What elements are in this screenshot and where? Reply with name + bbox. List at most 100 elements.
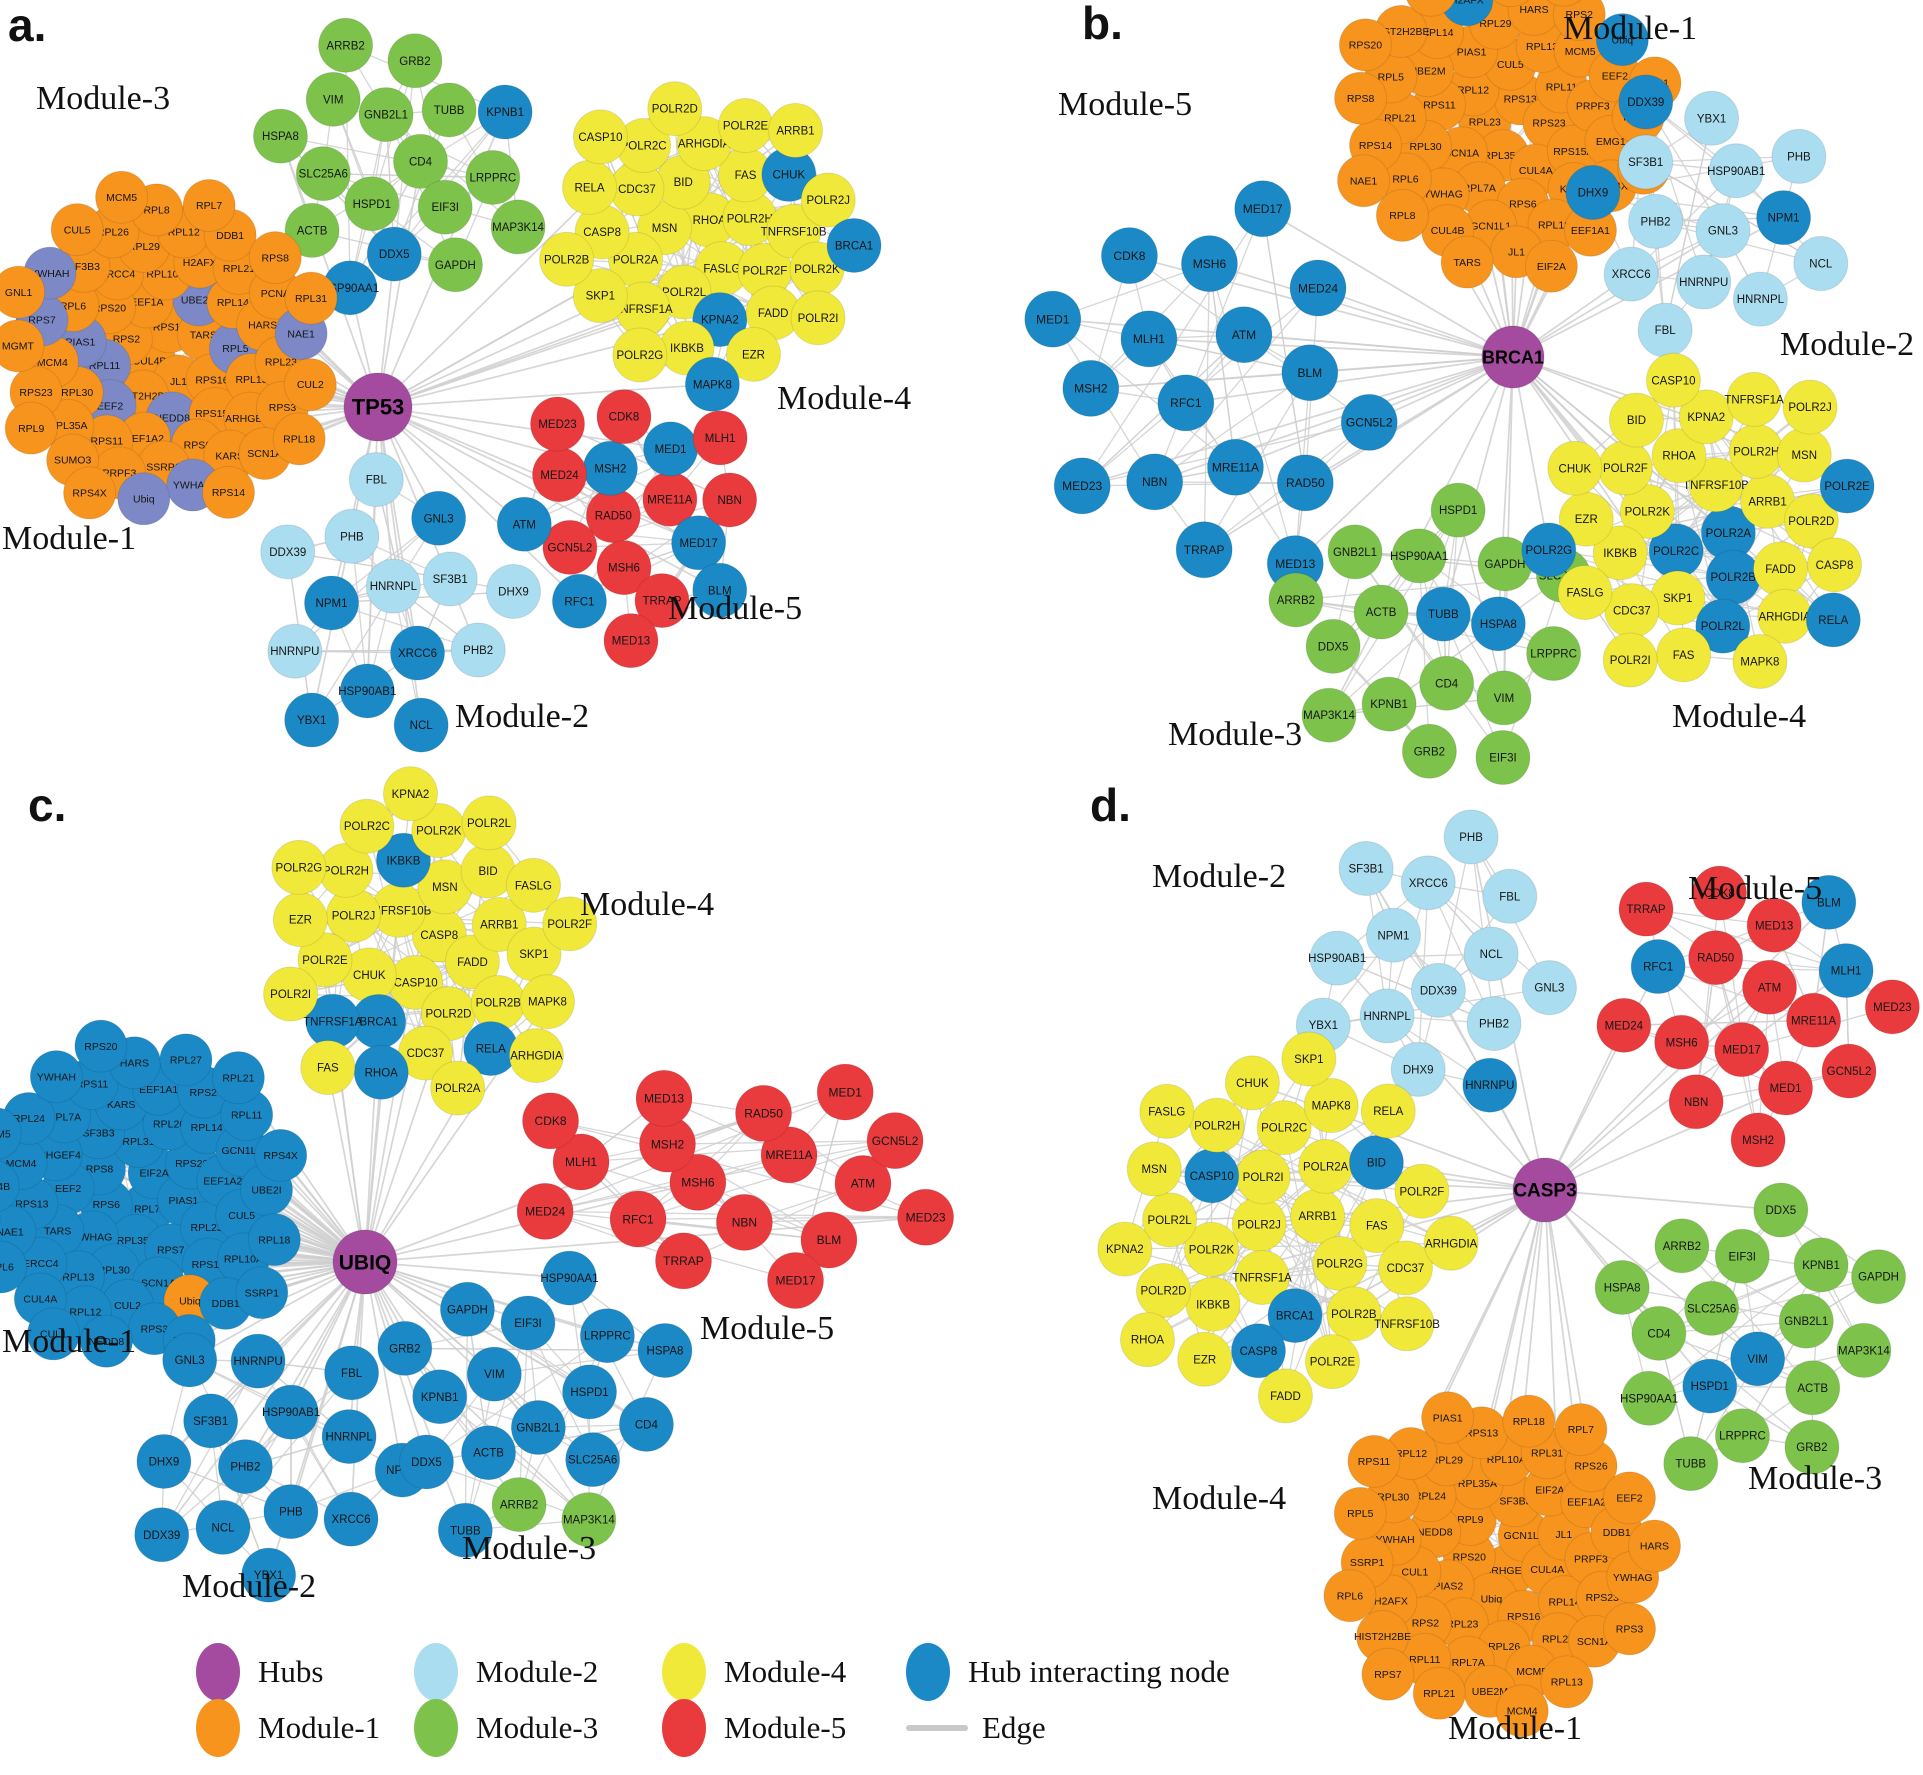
network-node[interactable]: POLR2G [1312, 1236, 1368, 1292]
network-node[interactable]: RPL7 [1554, 1403, 1608, 1457]
network-node[interactable]: RHOA [1119, 1312, 1175, 1368]
node-circle[interactable] [1540, 1655, 1594, 1709]
network-node[interactable]: GCN5L2 [1340, 393, 1398, 451]
node-circle[interactable] [1821, 1043, 1877, 1099]
network-node[interactable]: EZR [725, 326, 781, 382]
network-node[interactable]: ARHGDIA [1423, 1215, 1479, 1271]
node-circle[interactable] [1565, 165, 1621, 221]
node-circle[interactable] [1177, 1331, 1233, 1387]
network-node[interactable]: POLR2K [1619, 483, 1675, 539]
node-circle[interactable] [284, 692, 340, 748]
network-node[interactable]: BLM [1281, 344, 1339, 402]
network-node[interactable]: MED13 [1746, 897, 1802, 953]
node-circle[interactable] [1462, 1057, 1518, 1113]
network-node[interactable]: RFC1 [1630, 939, 1686, 995]
network-node[interactable]: GNB2L1 [1327, 524, 1383, 580]
network-node[interactable]: HSPA8 [252, 108, 308, 164]
network-node[interactable]: POLR2K [1183, 1221, 1239, 1277]
node-circle[interactable] [1257, 1368, 1313, 1424]
node-circle[interactable] [1608, 392, 1664, 448]
network-node[interactable]: POLR2G [1521, 522, 1577, 578]
node-circle[interactable] [324, 1345, 380, 1401]
network-node[interactable]: RELA [463, 1021, 519, 1077]
network-node[interactable]: ATM [1742, 959, 1798, 1015]
network-node[interactable]: POLR2C [1256, 1100, 1312, 1156]
network-node[interactable]: GAPDH [427, 237, 483, 293]
network-node[interactable]: EIF3I [500, 1295, 556, 1351]
node-circle[interactable] [1778, 1293, 1834, 1349]
node-circle[interactable] [1807, 537, 1863, 593]
node-circle[interactable] [412, 1369, 468, 1425]
node-circle[interactable] [800, 1211, 858, 1269]
network-node[interactable]: GAPDH [1477, 536, 1533, 592]
network-node[interactable]: POLR2D [1783, 493, 1839, 549]
network-node[interactable]: DDX39 [1410, 962, 1466, 1018]
node-circle[interactable] [437, 1502, 493, 1558]
node-circle[interactable] [1732, 271, 1788, 327]
network-node[interactable]: FAS [718, 147, 774, 203]
node-circle[interactable] [603, 613, 659, 669]
network-node[interactable]: ATM [1215, 306, 1273, 364]
network-node[interactable]: RPL9 [4, 401, 58, 455]
network-node[interactable]: MRE11A [642, 471, 698, 527]
hub-circle[interactable] [1481, 325, 1545, 389]
node-circle[interactable] [1338, 18, 1392, 72]
network-node[interactable]: KPNB1 [1361, 676, 1417, 732]
node-circle[interactable] [634, 573, 690, 629]
node-circle[interactable] [136, 1433, 192, 1489]
node-circle[interactable] [1377, 1240, 1433, 1296]
node-circle[interactable] [1412, 1666, 1466, 1720]
network-node[interactable]: POLR2H [1728, 423, 1784, 479]
network-node[interactable]: HNRNPL [365, 558, 421, 614]
node-circle[interactable] [1651, 428, 1707, 484]
node-circle[interactable] [1521, 960, 1577, 1016]
node-circle[interactable] [1495, 1684, 1549, 1738]
node-circle[interactable] [1361, 1647, 1415, 1701]
node-circle[interactable] [417, 179, 473, 235]
node-circle[interactable] [1714, 1022, 1770, 1078]
node-circle[interactable] [561, 1492, 617, 1548]
network-node[interactable]: FASLG [505, 857, 561, 913]
node-circle[interactable] [263, 1384, 319, 1440]
network-node[interactable]: NCL [1793, 236, 1849, 292]
node-circle[interactable] [366, 226, 422, 282]
network-node[interactable]: MED23 [897, 1188, 955, 1246]
network-node[interactable]: PHB2 [450, 622, 506, 678]
network-node[interactable]: TRRAP [634, 573, 690, 629]
network-node[interactable]: GNB2L1 [1778, 1293, 1834, 1349]
network-node[interactable]: POLR2B [539, 231, 595, 287]
node-circle[interactable] [1365, 907, 1421, 963]
network-node[interactable]: RPS8 [1334, 71, 1388, 125]
node-circle[interactable] [1742, 959, 1798, 1015]
network-node[interactable]: H2AFX [1440, 0, 1494, 27]
network-node[interactable]: CUL1 [26, 1307, 80, 1361]
node-circle[interactable] [618, 1396, 674, 1452]
node-circle[interactable] [1594, 1259, 1650, 1315]
node-circle[interactable] [0, 1107, 22, 1160]
network-node[interactable]: RPL27 [159, 1033, 213, 1087]
network-node[interactable]: CDK8 [1100, 227, 1158, 285]
network-node[interactable]: MED1 [643, 421, 699, 477]
network-node[interactable]: RPL18 [247, 1213, 301, 1267]
node-circle[interactable] [551, 573, 607, 629]
network-node[interactable]: EIF3I [417, 179, 473, 235]
network-node[interactable]: GCN5L2 [866, 1112, 924, 1170]
network-node[interactable]: HARS [1507, 0, 1561, 36]
node-circle[interactable] [260, 524, 316, 580]
network-node[interactable]: CHUK [761, 146, 817, 202]
node-circle[interactable] [465, 149, 521, 205]
node-circle[interactable] [1485, 0, 1537, 8]
node-circle[interactable] [1304, 1334, 1360, 1390]
node-circle[interactable] [1730, 1331, 1786, 1387]
node-circle[interactable] [300, 1040, 356, 1096]
node-circle[interactable] [248, 231, 302, 285]
network-node[interactable]: SF3B1 [422, 551, 478, 607]
node-circle[interactable] [0, 265, 46, 319]
network-node[interactable]: RPS8 [248, 231, 302, 285]
network-node[interactable]: MSN [417, 859, 473, 915]
network-node[interactable]: CDC37 [609, 161, 665, 217]
node-circle[interactable] [897, 1188, 955, 1246]
network-node[interactable]: ARRB1 [768, 102, 824, 158]
node-circle[interactable] [1423, 1215, 1479, 1271]
node-circle[interactable] [26, 1307, 80, 1361]
